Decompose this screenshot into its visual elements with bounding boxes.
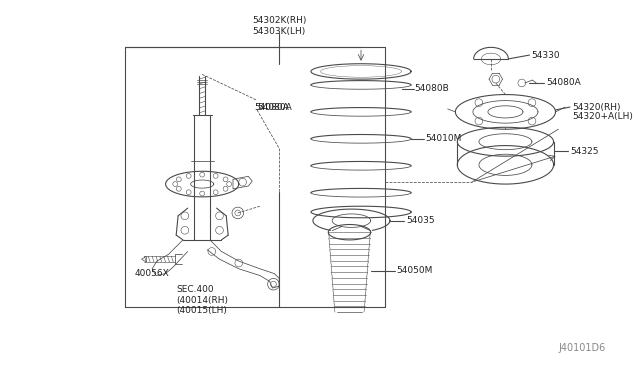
Text: (40015(LH): (40015(LH): [176, 306, 227, 315]
Text: J40101D6: J40101D6: [558, 343, 605, 353]
Text: (40014(RH): (40014(RH): [176, 296, 228, 305]
Text: 54330: 54330: [531, 51, 560, 60]
Text: SEC.400: SEC.400: [176, 285, 214, 295]
Text: 54080A: 54080A: [254, 103, 289, 112]
Text: 54302K(RH): 54302K(RH): [252, 16, 307, 25]
Text: 54080B: 54080B: [414, 84, 449, 93]
Text: 54080A: 54080A: [546, 78, 580, 87]
Text: 54320+A(LH): 54320+A(LH): [572, 112, 633, 121]
Text: 54303K(LH): 54303K(LH): [253, 26, 306, 35]
Text: 54050M: 54050M: [397, 266, 433, 275]
Text: 54035: 54035: [406, 216, 435, 225]
Text: 40056X: 40056X: [135, 269, 170, 278]
Text: 54080A: 54080A: [257, 103, 292, 112]
Text: 54010M: 54010M: [426, 134, 462, 143]
Text: 54325: 54325: [570, 147, 598, 156]
Text: 54320(RH): 54320(RH): [572, 103, 620, 112]
